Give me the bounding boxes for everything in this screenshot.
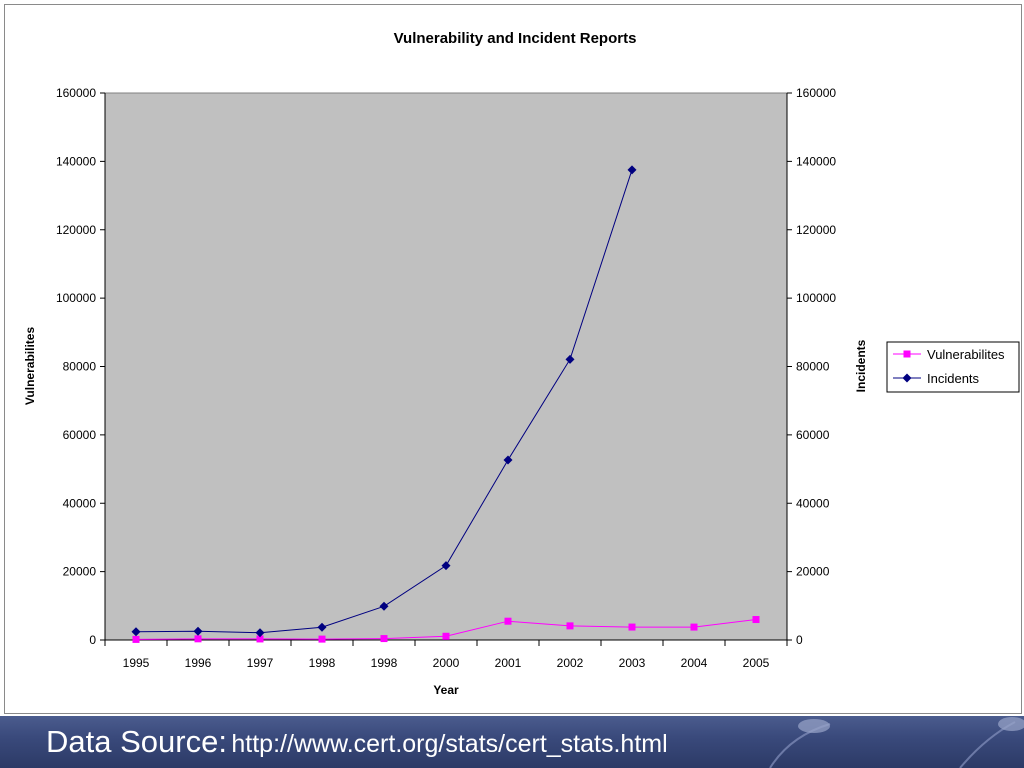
x-tick-label: 1998: [371, 656, 398, 670]
series-layer: [131, 165, 760, 643]
y2-tick-label: 100000: [796, 291, 836, 305]
x-axis-label: Year: [433, 683, 459, 697]
data-point-incidents: [131, 627, 141, 637]
x-tick-label: 2005: [743, 656, 770, 670]
plot-area: [104, 92, 788, 641]
data-point-vulnerabilites: [690, 623, 698, 631]
y-tick-label: 100000: [56, 291, 96, 305]
y-tick-label: 160000: [56, 86, 96, 100]
data-point-vulnerabilites: [380, 635, 388, 643]
data-point-vulnerabilites: [256, 635, 264, 643]
data-point-incidents: [255, 628, 265, 638]
legend-marker-vulnerabilities: [903, 350, 911, 358]
data-point-incidents: [565, 354, 575, 364]
x-tick-label: 1997: [247, 656, 274, 670]
y2-tick-label: 140000: [796, 154, 836, 168]
x-tick-label: 1996: [185, 656, 212, 670]
data-point-vulnerabilites: [504, 617, 512, 625]
chart: Vulnerability and Incident Reports 0 0 200…: [23, 30, 1020, 697]
x-tick-label: 2001: [495, 656, 522, 670]
data-point-incidents: [379, 601, 389, 611]
data-point-incidents: [317, 622, 327, 632]
data-point-vulnerabilites: [752, 616, 760, 624]
x-tick-label: 2003: [619, 656, 646, 670]
footer-band: Data Source: http://www.cert.org/stats/c…: [0, 716, 1024, 768]
y-axis-label: Vulnerabilites: [23, 327, 37, 406]
data-point-incidents: [503, 455, 513, 465]
data-point-vulnerabilites: [194, 635, 202, 643]
y2-axis-label: Incidents: [854, 339, 868, 392]
legend-label-vulnerabilities: Vulnerabilites: [927, 347, 1005, 362]
data-source-url[interactable]: http://www.cert.org/stats/cert_stats.htm…: [231, 730, 668, 758]
x-tick-label: 2002: [557, 656, 584, 670]
y2-tick-label: 80000: [796, 360, 830, 374]
y-tick-label: 0: [89, 633, 96, 647]
data-source-line: Data Source: http://www.cert.org/stats/c…: [46, 724, 668, 760]
data-point-vulnerabilites: [132, 635, 140, 643]
legend: Vulnerabilites Incidents: [886, 341, 1020, 393]
y-tick-label: 140000: [56, 154, 96, 168]
data-point-incidents: [627, 165, 637, 175]
y2-tick-label: 60000: [796, 428, 830, 442]
chart-title: Vulnerability and Incident Reports: [394, 30, 637, 47]
y2-tick-label: 20000: [796, 565, 830, 579]
legend-marker-incidents: [902, 373, 912, 383]
y-tick-label: 60000: [63, 428, 97, 442]
x-tick-label: 1998: [309, 656, 336, 670]
legend-box: [886, 341, 1020, 393]
chart-frame: Vulnerability and Incident Reports 0 0 200…: [4, 4, 1022, 714]
x-tick-label: 1995: [123, 656, 150, 670]
y2-tick-label: 40000: [796, 496, 830, 510]
y-tick-label: 20000: [63, 565, 97, 579]
decorative-swoosh: [769, 717, 1024, 768]
y-tick-label: 80000: [63, 360, 97, 374]
axes: 0 0 20000 20000 40000 40000 60000 60000 80000 800…: [56, 86, 836, 670]
x-tick-label: 2000: [433, 656, 460, 670]
data-point-incidents: [193, 626, 203, 636]
y2-tick-label: 0: [796, 633, 803, 647]
x-tick-label: 2004: [681, 656, 708, 670]
y2-tick-label: 120000: [796, 223, 836, 237]
data-point-vulnerabilites: [566, 622, 574, 630]
data-point-vulnerabilites: [442, 632, 450, 640]
data-source-label: Data Source:: [46, 724, 227, 759]
data-point-vulnerabilites: [318, 635, 326, 643]
y2-tick-label: 160000: [796, 86, 836, 100]
y-tick-label: 40000: [63, 496, 97, 510]
data-point-vulnerabilites: [628, 623, 636, 631]
legend-label-incidents: Incidents: [927, 371, 980, 386]
y-tick-label: 120000: [56, 223, 96, 237]
data-point-incidents: [441, 561, 451, 571]
